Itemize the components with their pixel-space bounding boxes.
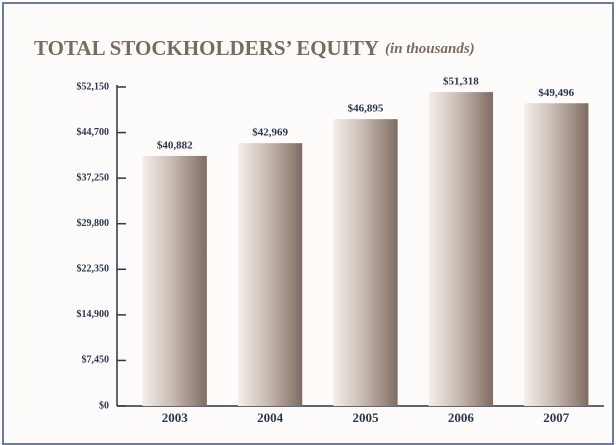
y-tick-label: $52,150 (77, 81, 110, 92)
subtitle: (in thousands) (385, 41, 475, 57)
y-tick-label: $44,700 (77, 127, 110, 138)
value-label: $46,895 (348, 103, 384, 115)
y-tick-label: $22,350 (77, 264, 110, 275)
value-label: $40,882 (157, 139, 193, 151)
x-tick-label: 2006 (448, 410, 475, 425)
bar (524, 103, 589, 406)
x-tick-label: 2007 (543, 410, 570, 425)
bar (237, 143, 303, 406)
x-tick-label: 2003 (162, 410, 189, 425)
chart-title: TOTAL STOCKHOLDERS’ EQUITY (in thousands) (34, 36, 475, 60)
y-tick-label: $14,900 (77, 309, 110, 320)
bar (142, 155, 207, 406)
y-tick-label: $7,450 (82, 355, 110, 366)
title-text: TOTAL STOCKHOLDERS’ EQUITY (34, 36, 379, 60)
y-tick-label: $0 (99, 400, 109, 411)
value-label: $49,496 (538, 87, 574, 99)
bar (428, 92, 494, 406)
x-tick-label: 2005 (353, 410, 380, 425)
value-label: $51,318 (443, 76, 479, 88)
y-tick-label: $37,250 (77, 172, 110, 183)
x-tick-label: 2004 (257, 410, 284, 425)
y-tick-label: $29,800 (77, 218, 110, 229)
value-label: $42,969 (252, 127, 288, 139)
bar (333, 119, 398, 406)
